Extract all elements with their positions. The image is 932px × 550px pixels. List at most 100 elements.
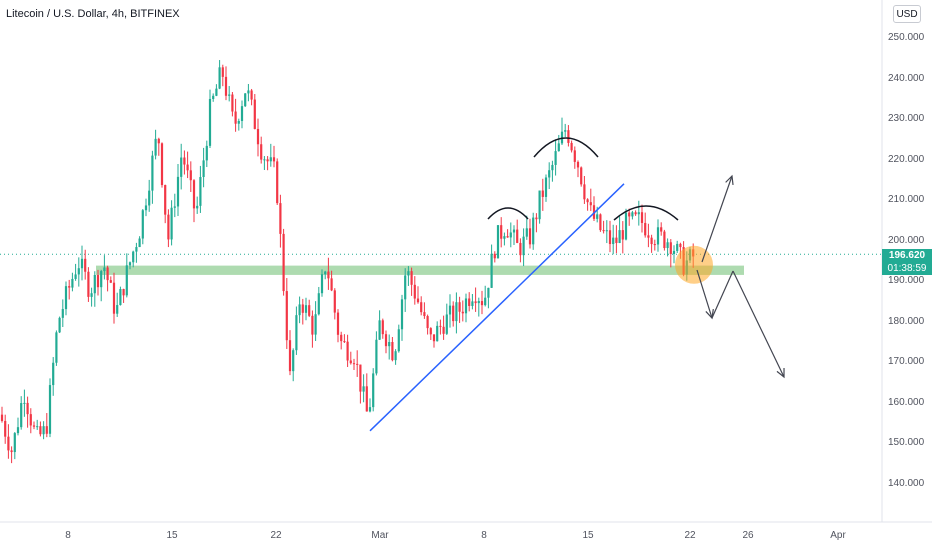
candle-body	[71, 278, 74, 288]
candle-body	[183, 157, 186, 165]
candle-body	[138, 238, 141, 248]
candle-body	[586, 199, 589, 203]
candle-body	[378, 320, 381, 340]
candle-body	[343, 341, 346, 343]
candle-body	[48, 385, 52, 434]
candle-body	[410, 271, 413, 285]
candle-body	[669, 242, 672, 254]
candle-body	[589, 202, 592, 206]
candle-body	[119, 289, 122, 306]
candle-body	[452, 305, 455, 322]
candle-body	[413, 284, 416, 299]
candle-body	[336, 312, 340, 335]
candle-body	[381, 320, 384, 335]
candle-body	[608, 230, 612, 245]
x-tick-label: 15	[582, 530, 594, 541]
candle-body	[164, 185, 167, 215]
candle-body	[16, 427, 20, 434]
x-tick-label: 22	[684, 530, 696, 541]
candle-body	[330, 278, 333, 291]
candle-body	[122, 289, 125, 296]
candle-body	[90, 293, 93, 297]
candle-body	[228, 94, 231, 96]
candle-body	[61, 309, 64, 318]
candle-body	[618, 230, 621, 244]
bearish-arrow-head	[776, 367, 785, 379]
candle-body	[13, 433, 16, 453]
candle-body	[96, 275, 100, 288]
bullish-arrow-head	[725, 174, 734, 186]
candle-body	[404, 275, 407, 300]
candle-body	[135, 247, 138, 252]
candle-body	[170, 207, 173, 240]
retest-line	[711, 270, 734, 319]
candle-body	[605, 230, 608, 232]
candle-body	[237, 120, 240, 124]
candle-body	[202, 160, 205, 178]
candle-body	[554, 151, 557, 165]
candle-body	[660, 227, 663, 232]
candle-body	[570, 142, 573, 151]
candle-body	[112, 282, 116, 314]
candle-body	[106, 267, 109, 281]
candle-body	[231, 94, 234, 112]
candle-body	[544, 177, 548, 197]
candle-body	[407, 271, 410, 276]
candle-body	[352, 363, 356, 365]
candle-body	[612, 237, 615, 245]
candle-body	[55, 332, 58, 363]
candle-body	[311, 315, 314, 335]
candle-body	[672, 250, 676, 254]
head-arc	[533, 137, 599, 158]
candle-body	[68, 286, 71, 288]
x-tick-label: 8	[481, 530, 487, 541]
candle-body	[516, 229, 519, 243]
y-tick-label: 180.000	[888, 315, 925, 327]
candle-body	[320, 274, 324, 294]
candle-body	[640, 212, 644, 223]
candle-body	[244, 93, 247, 107]
bearish-arrow	[732, 270, 785, 378]
candle-body	[615, 237, 618, 244]
candle-body	[356, 363, 359, 365]
candle-body	[548, 170, 551, 178]
candle-body	[567, 130, 570, 143]
candle-body	[541, 190, 544, 197]
candle-body	[288, 340, 292, 372]
candle-body	[503, 236, 506, 239]
candle-body	[436, 325, 439, 342]
candle-body	[493, 253, 496, 259]
candle-body	[474, 301, 477, 304]
candle-body	[349, 360, 352, 364]
candle-body	[576, 161, 580, 168]
candle-body	[426, 316, 429, 329]
candle-body	[32, 425, 36, 427]
candle-body	[266, 159, 269, 162]
candle-body	[346, 341, 349, 361]
candle-body	[324, 271, 327, 275]
candle-body	[295, 315, 298, 351]
candle-body	[484, 297, 487, 306]
candle-body	[400, 299, 404, 330]
y-tick-label: 170.000	[888, 356, 925, 367]
y-tick-label: 210.000	[888, 194, 925, 205]
y-tick-label: 160.000	[888, 396, 925, 408]
candle-body	[429, 328, 432, 335]
last-price-tag: 196.620	[882, 249, 932, 262]
candle-body	[298, 304, 301, 316]
candle-body	[26, 402, 29, 415]
candle-body	[167, 214, 170, 240]
candle-body	[52, 362, 55, 386]
y-tick-label: 190.000	[888, 275, 925, 286]
currency-button[interactable]: USD	[893, 5, 921, 23]
candle-body	[663, 231, 666, 249]
candle-body	[10, 450, 13, 453]
candle-body	[285, 291, 288, 341]
candle-body	[276, 161, 279, 204]
candle-body	[653, 244, 656, 246]
x-tick-label: 22	[270, 530, 282, 541]
candle-body	[602, 230, 605, 232]
candle-body	[269, 157, 272, 162]
candle-body	[445, 314, 448, 334]
